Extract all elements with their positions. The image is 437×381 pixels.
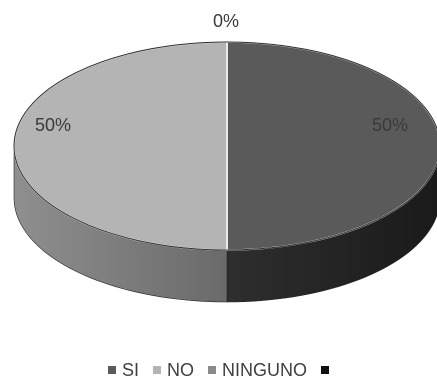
- legend-item-ninguno: NINGUNO: [208, 360, 307, 381]
- data-label-no: 50%: [35, 115, 71, 135]
- legend-item-si: SI: [107, 359, 139, 381]
- legend: SI NO NINGUNO: [0, 360, 437, 380]
- legend-swatch-no: [153, 366, 161, 374]
- legend-item-no: NO: [153, 360, 194, 381]
- legend-swatch-si: [107, 366, 116, 374]
- data-label-si: 50%: [372, 115, 408, 135]
- legend-label-ninguno: NINGUNO: [222, 359, 307, 380]
- legend-swatch-unnamed: [321, 366, 329, 374]
- pie-chart: 50% 50% 0%: [13, 11, 437, 303]
- legend-swatch-ninguno: [208, 366, 216, 374]
- pie-outline: [13, 41, 437, 251]
- legend-item-unnamed: [321, 366, 329, 374]
- data-label-ninguno: 0%: [213, 11, 239, 31]
- legend-label-no: NO: [167, 359, 194, 380]
- legend-label-si: SI: [121, 359, 139, 380]
